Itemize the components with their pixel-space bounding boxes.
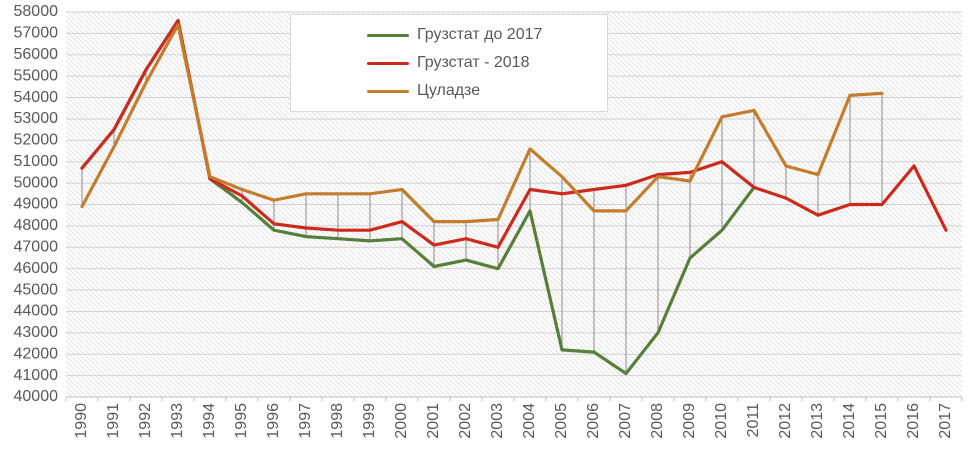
x-tick-label: 2013 [809, 403, 826, 439]
legend-item-tsuladze: Цуладзе [367, 78, 607, 104]
x-tick-label: 1998 [329, 403, 346, 439]
x-tick-label: 2016 [905, 403, 922, 439]
legend-item-gruzstat-2018: Грузстат - 2018 [367, 50, 607, 76]
x-tick-label: 2011 [745, 403, 762, 438]
y-tick-label: 43000 [14, 324, 59, 341]
legend-item-gruzstat-do-2017: Грузстат до 2017 [367, 22, 607, 48]
x-tick-label: 1996 [265, 403, 282, 439]
x-tick-label: 2014 [841, 403, 858, 439]
x-tick-label: 2017 [937, 403, 954, 439]
y-tick-label: 55000 [14, 67, 59, 84]
x-tick-label: 1995 [233, 403, 250, 439]
x-tick-label: 2015 [873, 403, 890, 439]
x-tick-label: 2001 [425, 403, 442, 439]
y-tick-label: 50000 [14, 174, 59, 191]
y-tick-label: 48000 [14, 217, 59, 234]
y-tick-label: 51000 [14, 153, 59, 170]
x-tick-label: 2005 [553, 403, 570, 439]
y-tick-label: 45000 [14, 281, 59, 298]
x-tick-label: 2003 [489, 403, 506, 439]
y-tick-label: 44000 [14, 303, 59, 320]
y-tick-label: 47000 [14, 238, 59, 255]
legend-line-sample-orange [367, 89, 409, 93]
y-tick-label: 54000 [14, 89, 59, 106]
x-tick-label: 2002 [457, 403, 474, 439]
x-tick-label: 1990 [73, 403, 90, 439]
x-tick-label: 1999 [361, 403, 378, 439]
y-tick-label: 52000 [14, 132, 59, 149]
y-tick-label: 53000 [14, 110, 59, 127]
x-tick-label: 2007 [617, 403, 634, 439]
x-tick-label: 2012 [777, 403, 794, 439]
legend-label: Грузстат до 2017 [417, 26, 543, 43]
x-tick-label: 2009 [681, 403, 698, 439]
legend-line-sample-red [367, 61, 409, 65]
high-low-lines [81, 20, 883, 374]
x-tick-label: 1997 [297, 403, 314, 439]
x-tick-label: 1991 [105, 403, 122, 439]
y-tick-label: 56000 [14, 46, 59, 63]
legend-line-sample-green [367, 33, 409, 37]
y-axis-labels: 40000 41000 42000 43000 44000 45000 46000 47000… [14, 3, 59, 405]
x-tick-label: 1992 [137, 403, 154, 439]
x-tick-label: 1993 [169, 403, 186, 439]
y-tick-label: 46000 [14, 260, 59, 277]
x-tick-label: 2004 [521, 403, 538, 439]
series-line-2 [80, 23, 884, 224]
x-tick-label: 2008 [649, 403, 666, 439]
x-tick-label: 2010 [713, 403, 730, 439]
y-tick-label: 58000 [14, 3, 59, 20]
legend-label: Цуладзе [417, 82, 481, 99]
series-line-1 [80, 19, 948, 249]
x-tick-label: 1994 [201, 403, 218, 439]
y-tick-label: 41000 [14, 367, 59, 384]
y-tick-label: 40000 [14, 388, 59, 405]
legend-label: Грузстат - 2018 [417, 54, 530, 71]
x-axis [65, 396, 963, 401]
y-tick-label: 42000 [14, 345, 59, 362]
x-tick-label: 2000 [393, 403, 410, 439]
x-axis-labels: 1990 1991 1992 1993 1994 1995 1996 1997 1998 1999… [73, 403, 954, 439]
y-tick-label: 57000 [14, 25, 59, 42]
y-tick-label: 49000 [14, 196, 59, 213]
x-tick-label: 2006 [585, 403, 602, 439]
chart-legend: Грузстат до 2017 Грузстат - 2018 Цуладзе [290, 14, 608, 112]
